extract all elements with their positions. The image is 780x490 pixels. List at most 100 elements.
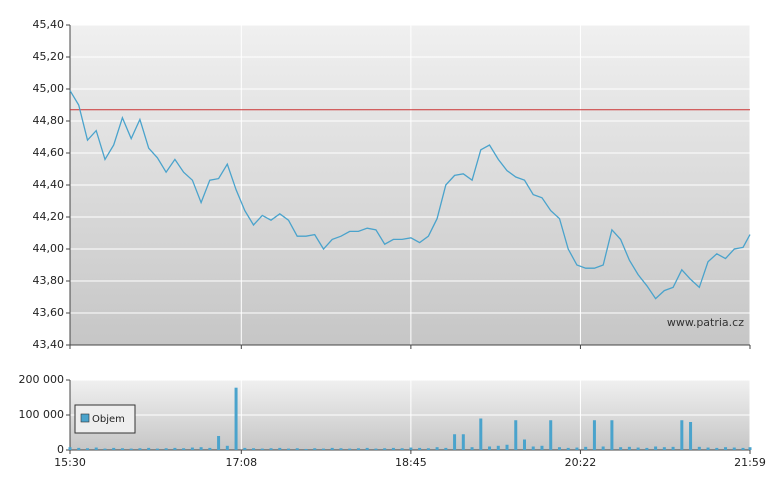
volume-bar	[94, 447, 98, 450]
volume-bar	[400, 448, 404, 450]
volume-bar	[164, 448, 168, 450]
y-tick-label: 44,20	[33, 210, 65, 223]
volume-bar	[435, 447, 439, 450]
volume-bar	[689, 422, 693, 450]
volume-bar	[654, 446, 658, 450]
x-tick-label: 15:30	[54, 456, 86, 469]
volume-bar	[339, 448, 343, 450]
volume-bar	[610, 420, 614, 450]
x-tick-label: 17:08	[225, 456, 257, 469]
y-tick-label: 43,80	[33, 274, 65, 287]
volume-bar	[514, 420, 518, 450]
volume-bar	[173, 447, 177, 450]
volume-bar	[575, 447, 579, 450]
y-tick-label: 44,00	[33, 242, 65, 255]
volume-bar	[155, 448, 159, 450]
volume-bar	[505, 444, 509, 450]
volume-bar	[217, 436, 221, 450]
y-tick-label: 44,60	[33, 146, 65, 159]
price-line	[69, 90, 751, 300]
volume-bar	[645, 447, 649, 450]
x-tick-label: 18:45	[395, 456, 427, 469]
y-tick-label: 44,80	[33, 114, 65, 127]
volume-bar	[444, 447, 448, 450]
volume-bar	[278, 447, 282, 450]
volume-bar	[479, 418, 483, 450]
volume-bar	[601, 446, 605, 450]
volume-bar	[470, 447, 474, 450]
volume-bar	[557, 447, 561, 450]
volume-bar	[208, 447, 212, 450]
volume-bar	[120, 448, 124, 450]
volume-bar	[391, 447, 395, 450]
volume-bar	[531, 446, 535, 450]
volume-bar	[295, 448, 299, 450]
volume-bar	[260, 448, 264, 450]
volume-bar	[662, 447, 666, 450]
y-tick-label: 44,40	[33, 178, 65, 191]
volume-bar	[748, 447, 752, 450]
volume-bar	[636, 447, 640, 450]
volume-bar	[741, 447, 745, 450]
y-tick-label: 200 000	[19, 373, 65, 386]
volume-bar	[287, 448, 291, 450]
volume-bar	[671, 446, 675, 450]
volume-bar	[138, 448, 142, 450]
y-tick-label: 100 000	[19, 408, 65, 421]
volume-bar	[706, 447, 710, 450]
volume-bar	[549, 420, 553, 450]
volume-bar	[85, 448, 89, 450]
volume-bar	[348, 448, 352, 450]
volume-bar	[619, 447, 623, 450]
volume-bar	[68, 447, 72, 450]
volume-bar	[77, 447, 81, 450]
watermark: www.patria.cz	[667, 316, 744, 329]
volume-bar	[418, 447, 422, 450]
x-tick-label: 21:59	[734, 456, 766, 469]
y-tick-label: 45,00	[33, 82, 65, 95]
volume-bar	[496, 445, 500, 450]
volume-bar	[426, 448, 430, 450]
volume-bar	[566, 447, 570, 450]
volume-bar	[190, 447, 194, 450]
legend-swatch	[80, 413, 90, 423]
volume-bar	[365, 447, 369, 450]
x-tick-label: 20:22	[565, 456, 597, 469]
y-tick-label: 0	[57, 443, 64, 456]
volume-bar	[627, 446, 631, 450]
y-tick-label: 45,20	[33, 50, 65, 63]
volume-bar	[313, 448, 317, 450]
volume-bar	[182, 448, 186, 450]
volume-bar	[540, 445, 544, 450]
y-tick-label: 45,40	[33, 18, 65, 31]
volume-bar	[461, 434, 465, 450]
volume-bar	[522, 439, 526, 450]
volume-bar	[697, 446, 701, 450]
volume-bar	[112, 447, 116, 450]
legend-label: Objem	[92, 414, 125, 425]
volume-bar	[225, 445, 229, 450]
y-tick-label: 43,40	[33, 338, 65, 351]
volume-bar	[374, 448, 378, 450]
volume-bar	[103, 448, 107, 450]
volume-bar	[243, 447, 247, 450]
volume-bar	[129, 448, 133, 450]
volume-bar	[383, 448, 387, 450]
volume-bar	[584, 446, 588, 450]
volume-bar	[252, 448, 256, 450]
volume-bar	[732, 447, 736, 450]
volume-bar	[199, 447, 203, 450]
volume-bar	[321, 448, 325, 450]
volume-bar	[724, 447, 728, 450]
y-tick-label: 43,60	[33, 306, 65, 319]
volume-bar	[330, 447, 334, 450]
volume-bar	[269, 448, 273, 450]
volume-bar	[147, 447, 151, 450]
volume-bar	[453, 434, 457, 450]
volume-bar	[304, 448, 308, 450]
volume-bar	[356, 448, 360, 450]
volume-bar	[409, 447, 413, 450]
volume-bar	[234, 387, 238, 450]
volume-bar	[715, 447, 719, 450]
